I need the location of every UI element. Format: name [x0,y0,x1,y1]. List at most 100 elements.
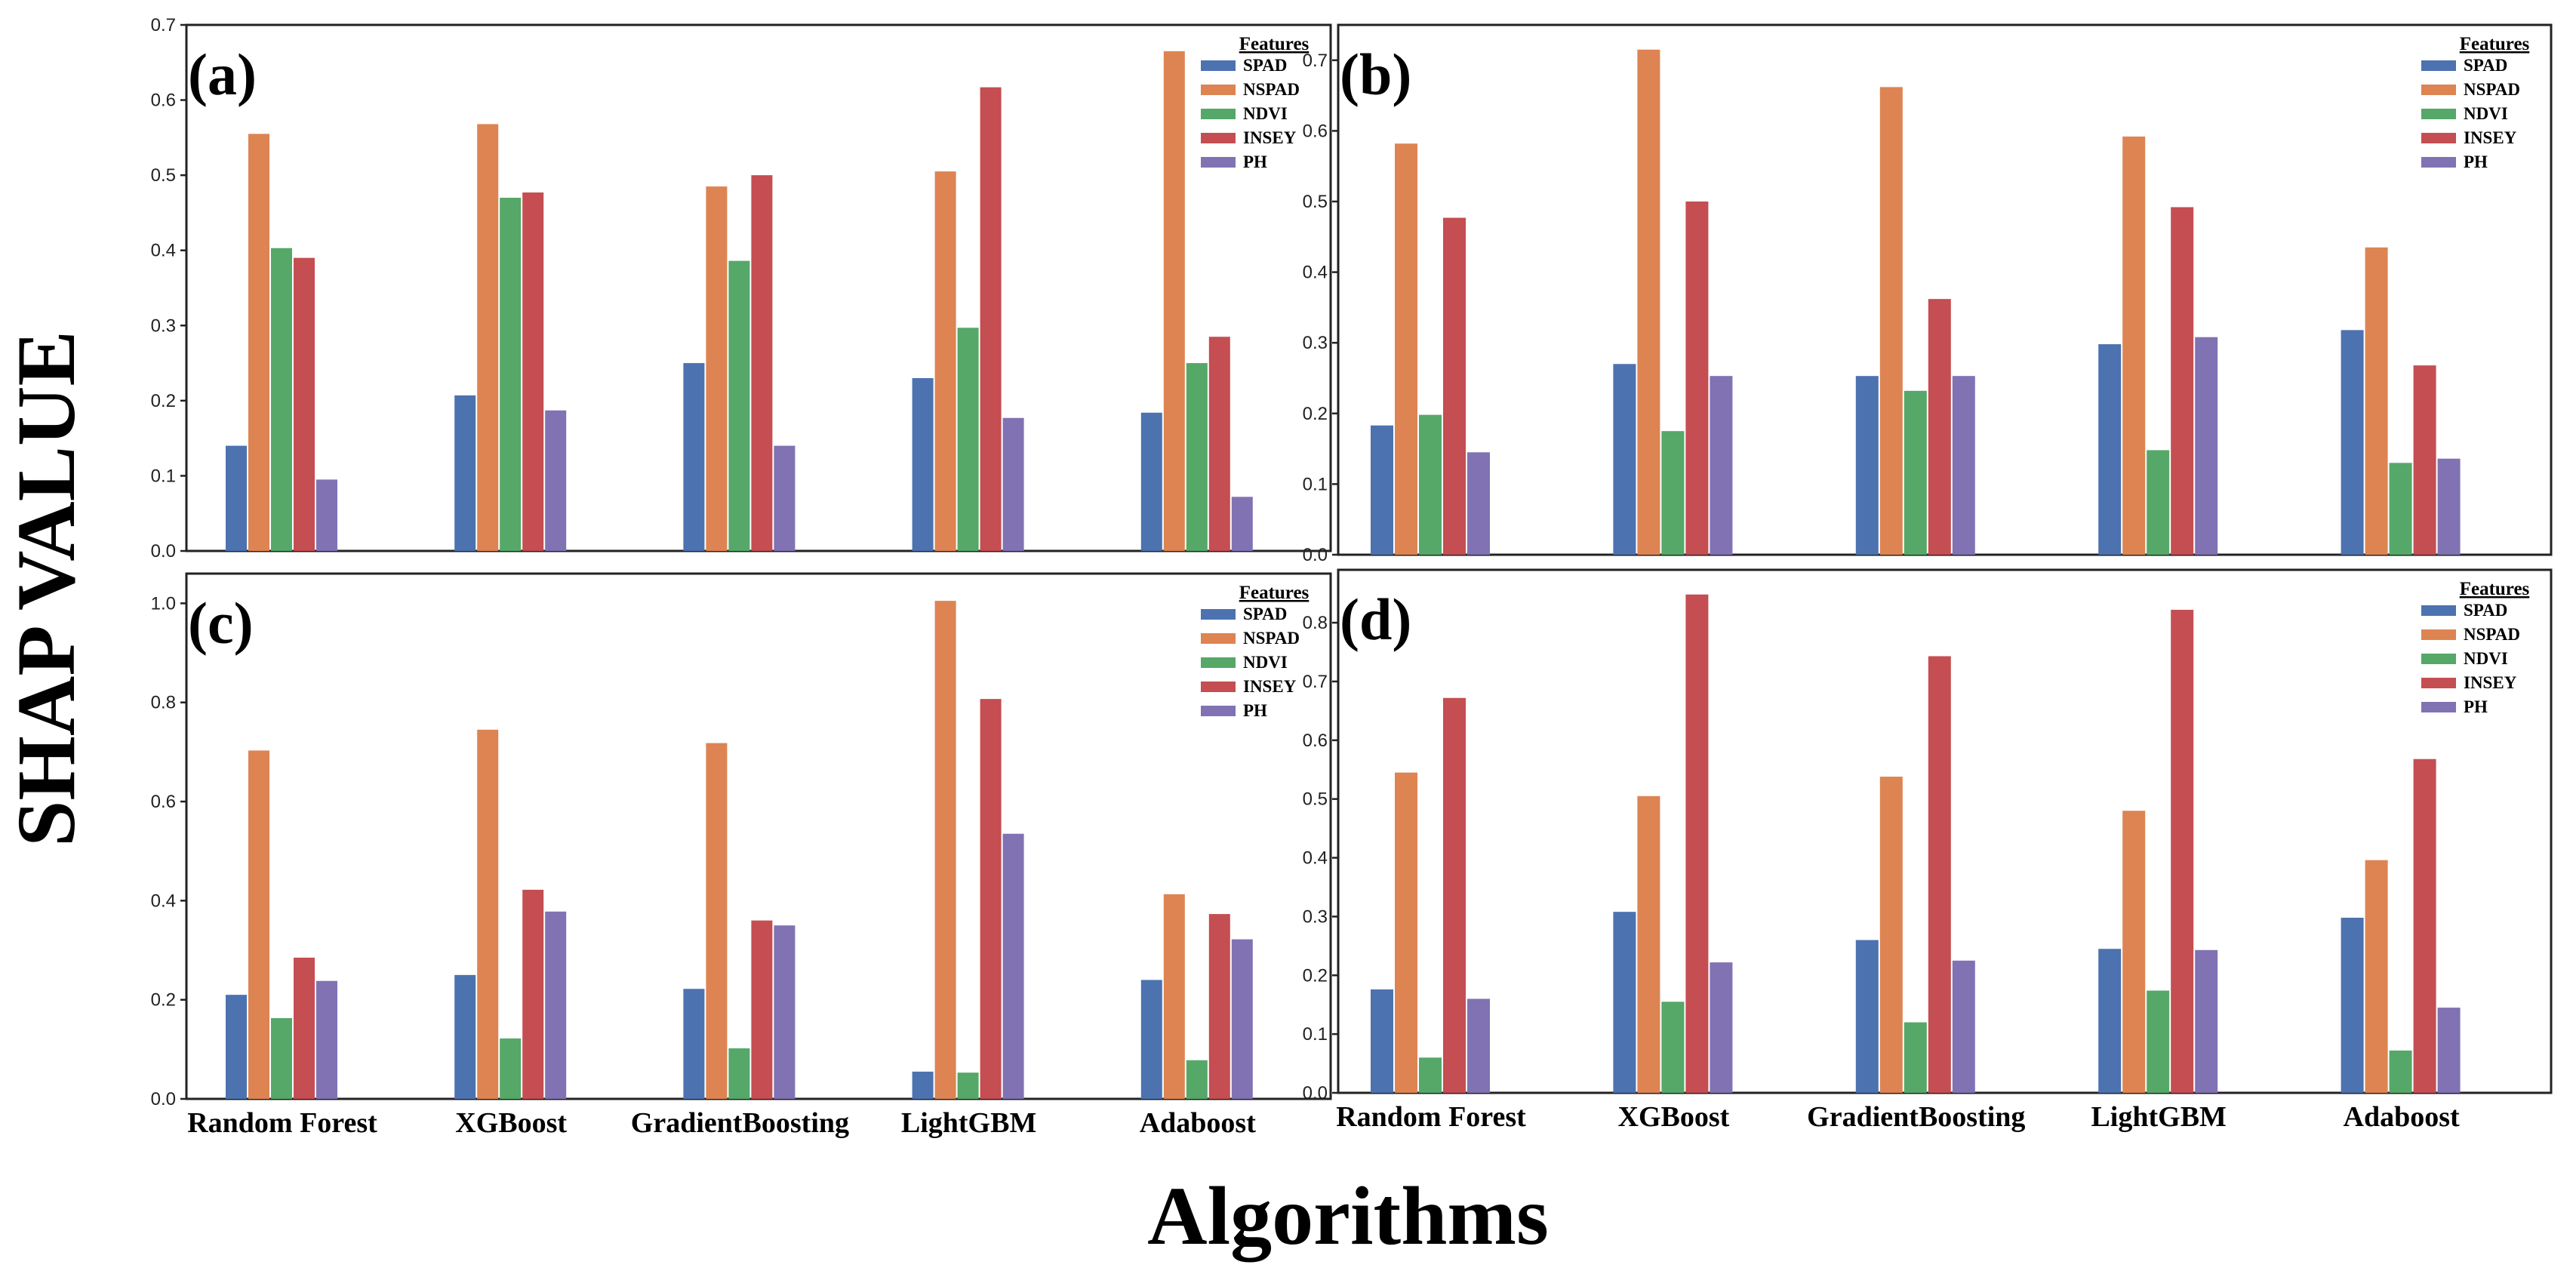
bar-ph-3 [2195,949,2218,1093]
bar-ph-3 [1002,417,1024,551]
bar-ndvi-0 [271,1017,292,1099]
y-tick-label: 0.5 [151,165,176,186]
chart-panel-b: 0.0 0.1 0.2 0.3 0.4 0.5 0.6 0.7 (b) Features SPAD N… [1303,23,2553,565]
y-tick-label: 0.4 [151,891,176,911]
bar-ndvi-4 [2389,1050,2412,1093]
y-tick-label: 0.2 [1303,965,1328,986]
bar-ph-1 [1710,962,1733,1093]
legend-title: Features [1239,583,1310,603]
bar-ndvi-3 [2147,990,2170,1093]
legend-title: Features [2460,579,2530,599]
panel-label: (a) [188,42,257,107]
bar-ndvi-0 [271,248,292,551]
bar-ndvi-1 [500,1038,522,1099]
bar-ndvi-2 [1904,390,1927,555]
bar-ph-4 [2437,1008,2461,1093]
bar-spad-2 [683,989,705,1099]
y-tick-label: 0.7 [151,15,176,35]
bar-nspad-3 [934,171,956,551]
panel-label: (b) [1340,42,1411,107]
bar-spad-0 [226,995,247,1099]
legend-swatch-nspad [2421,85,2456,95]
category-label: GradientBoosting [631,1107,849,1139]
legend-swatch-ndvi [2421,654,2456,664]
bar-insey-1 [522,192,544,551]
bar-ph-1 [1710,376,1733,555]
bar-insey-3 [980,699,1002,1099]
bar-insey-0 [1443,697,1466,1093]
bar-nspad-4 [2365,860,2388,1093]
bar-ndvi-2 [1904,1022,1927,1093]
y-tick-label: 0.1 [1303,1024,1328,1045]
legend-swatch-spad [2421,605,2456,616]
y-tick-label: 0.2 [151,990,176,1011]
legend-swatch-ndvi [2421,109,2456,119]
category-label: LightGBM [901,1107,1036,1139]
y-tick-label: 0.2 [151,391,176,411]
bar-ph-3 [1002,833,1024,1099]
bar-ph-0 [1467,452,1490,555]
y-tick-label: 0.6 [1303,121,1328,141]
y-tick-label: 0.8 [151,693,176,713]
bar-nspad-1 [477,729,499,1099]
legend-label-spad: SPAD [1243,56,1287,75]
legend-label-nspad: NSPAD [2464,80,2520,99]
legend-label-nspad: NSPAD [1243,80,1300,99]
bar-spad-4 [1140,980,1162,1099]
bar-nspad-3 [2122,811,2146,1093]
bar-spad-2 [1855,940,1879,1093]
figure-x-axis-label: Algorithms [1147,1170,1549,1262]
bar-nspad-3 [934,601,956,1099]
category-label: Random Forest [187,1107,377,1139]
legend-swatch-insey [1201,682,1236,692]
chart-panel-c: 0.0 0.2 0.4 0.6 0.8 1.0 (c) Features SPAD NSPAD ND… [151,572,1332,1139]
legend-swatch-ph [2421,702,2456,712]
bar-spad-1 [1613,364,1636,555]
legend-swatch-spad [1201,609,1236,620]
bar-insey-4 [2413,365,2436,555]
bar-spad-1 [1613,912,1636,1093]
panel-label: (c) [188,590,254,656]
bar-ndvi-3 [957,328,979,551]
bar-insey-3 [2171,609,2194,1093]
bar-spad-3 [2098,344,2122,555]
bar-ndvi-2 [728,1048,750,1099]
bar-insey-0 [1443,217,1466,555]
bar-ph-1 [545,911,567,1099]
y-tick-label: 0.0 [151,541,176,562]
bar-ndvi-4 [1186,363,1208,551]
bar-insey-4 [1208,914,1230,1099]
legend-title: Features [2460,34,2530,54]
y-tick-label: 0.8 [1303,613,1328,633]
bar-ndvi-0 [1419,1057,1442,1093]
legend-swatch-ph [2421,157,2456,168]
category-label: Adaboost [2344,1101,2460,1133]
bar-ndvi-1 [500,198,522,551]
bar-nspad-2 [1879,87,1903,555]
panels-layer: 0.0 0.1 0.2 0.3 0.4 0.5 0.6 0.7 (a) Features SPAD N… [151,15,2553,1139]
bar-nspad-2 [706,743,728,1099]
y-tick-label: 0.4 [1303,848,1328,869]
bar-ph-0 [1467,999,1490,1093]
bar-nspad-4 [1163,51,1185,552]
bar-ph-2 [774,925,796,1099]
bar-insey-2 [751,920,773,1099]
legend-label-spad: SPAD [1243,605,1287,623]
bar-insey-1 [1685,594,1709,1093]
legend-swatch-nspad [2421,629,2456,640]
bar-insey-3 [980,87,1002,551]
bar-insey-2 [1928,299,1951,555]
bar-ndvi-1 [1661,1002,1685,1093]
bar-nspad-1 [477,124,499,552]
legend-label-insey: INSEY [2464,128,2517,147]
y-tick-label: 0.2 [1303,404,1328,424]
legend-label-insey: INSEY [1243,128,1297,147]
bar-ph-3 [2195,337,2218,555]
y-tick-label: 0.4 [151,241,176,261]
bar-spad-0 [1371,425,1393,555]
category-label: XGBoost [1618,1101,1730,1133]
panel-label: (d) [1340,586,1411,652]
legend-swatch-nspad [1201,633,1236,644]
legend-swatch-nspad [1201,85,1236,95]
